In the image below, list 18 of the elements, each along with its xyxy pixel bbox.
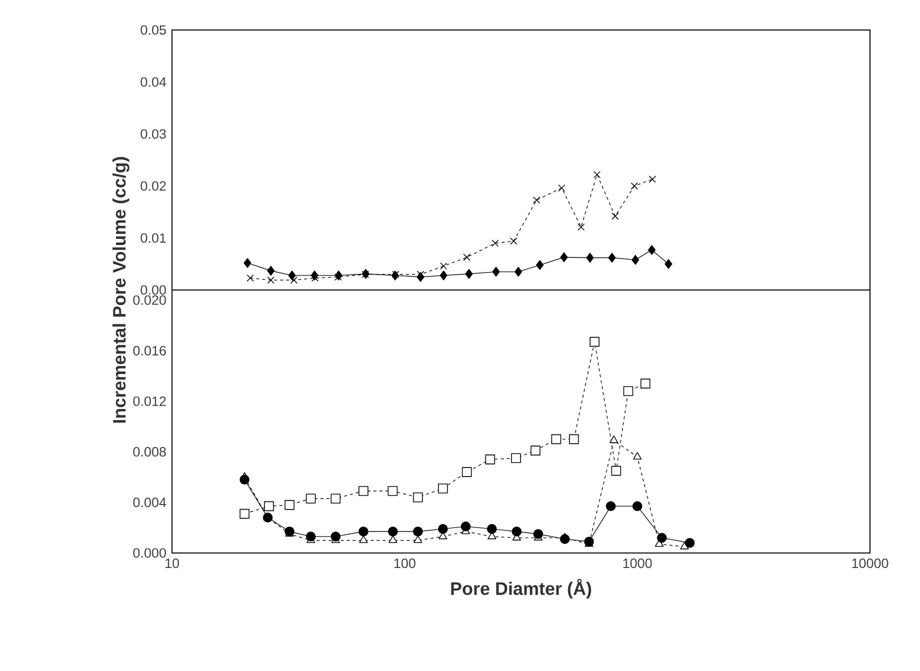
y-tick-label: 0.012 — [133, 396, 166, 406]
y-tick-label: 0.016 — [133, 346, 166, 356]
y-tick-label: 0.020 — [133, 295, 166, 305]
y-tick-label: 0.03 — [140, 129, 166, 139]
x-tick-label: 100 — [394, 558, 416, 568]
y-tick-label: 0.004 — [133, 498, 166, 508]
y-tick-label: 0.008 — [133, 447, 166, 457]
x-tick-label: 10 — [166, 558, 179, 568]
y-tick-label: 0.02 — [140, 181, 166, 191]
y-tick-label: 0.00 — [140, 285, 166, 295]
y-axis-title: Incremental Pore Volume (cc/g) — [112, 157, 130, 423]
y-tick-label: 0.01 — [140, 233, 166, 243]
y-tick-label: 0.05 — [140, 25, 166, 35]
x-tick-label: 10000 — [852, 558, 888, 568]
y-tick-label: 0.000 — [133, 548, 166, 558]
y-tick-label: 0.04 — [140, 77, 166, 87]
x-tick-label: 1000 — [623, 558, 652, 568]
x-axis-title: Pore Diamter (Å) — [451, 578, 592, 599]
